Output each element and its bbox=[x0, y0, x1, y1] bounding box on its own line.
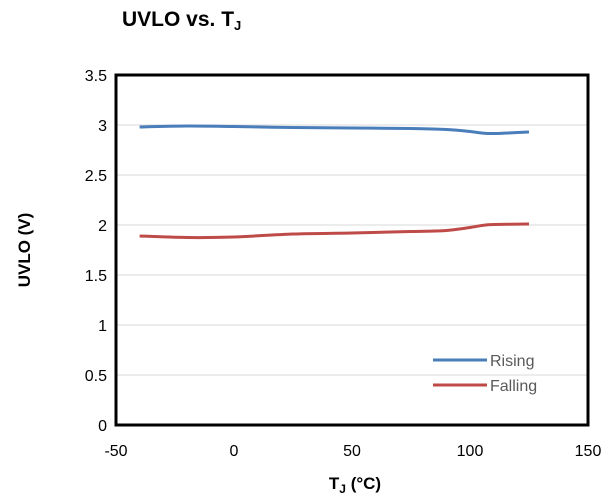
y-tick-labels: 0 0.5 1 1.5 2 2.5 3 3.5 bbox=[85, 68, 107, 435]
x-tick-label: 100 bbox=[457, 443, 484, 460]
x-tick-label: 50 bbox=[343, 443, 361, 460]
y-tick-label: 0 bbox=[98, 418, 107, 435]
legend: Rising Falling bbox=[433, 353, 537, 395]
y-tick-label: 0.5 bbox=[85, 368, 107, 385]
y-tick-label: 3.5 bbox=[85, 68, 107, 85]
x-tick-label: -50 bbox=[104, 443, 127, 460]
chart-title-subscript: J bbox=[234, 18, 242, 33]
y-tick-label: 3 bbox=[98, 118, 107, 135]
x-tick-label: 150 bbox=[575, 443, 602, 460]
series-line-falling bbox=[139, 222, 530, 240]
x-tick-labels: -50 0 50 100 150 bbox=[104, 443, 601, 460]
y-tick-label: 2 bbox=[98, 218, 107, 235]
x-axis-label: TJ (°C) bbox=[329, 474, 381, 496]
series-lines bbox=[139, 124, 530, 240]
x-tick-label: 0 bbox=[230, 443, 239, 460]
x-axis-label-subscript: J bbox=[339, 482, 346, 496]
x-axis-label-unit: (°C) bbox=[346, 474, 381, 493]
legend-label: Rising bbox=[490, 353, 534, 370]
legend-label: Falling bbox=[490, 378, 537, 395]
series-line-rising bbox=[139, 124, 530, 136]
chart-title: UVLO vs. TJ bbox=[122, 8, 241, 33]
plot-frame bbox=[114, 73, 590, 427]
y-axis-label: UVLO (V) bbox=[15, 213, 34, 288]
x-axis-label-main: T bbox=[329, 474, 340, 493]
y-tick-label: 1 bbox=[98, 318, 107, 335]
chart-title-main: UVLO vs. T bbox=[122, 8, 235, 31]
grid-lines bbox=[116, 124, 588, 376]
y-tick-label: 2.5 bbox=[85, 168, 107, 185]
y-tick-label: 1.5 bbox=[85, 268, 107, 285]
